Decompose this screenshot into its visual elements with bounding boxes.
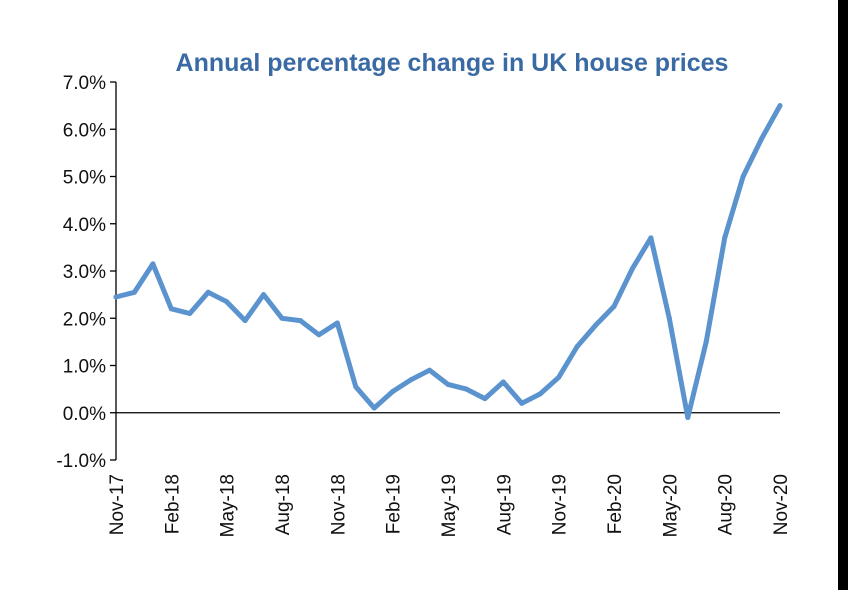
y-tick-label: 1.0%	[63, 357, 106, 378]
data-point	[113, 294, 119, 300]
data-point	[353, 384, 359, 390]
x-tick-label: Aug-18	[273, 474, 294, 535]
data-point	[205, 289, 211, 295]
y-tick-label: 3.0%	[63, 262, 106, 283]
chart-title: Annual percentage change in UK house pri…	[176, 49, 729, 77]
y-tick-label: 7.0%	[63, 73, 106, 94]
x-tick-label: Aug-20	[716, 474, 737, 535]
data-point	[224, 299, 230, 305]
x-axis: Nov-17 Feb-18 May-18 Aug-18 Nov-18 Feb-19 May-…	[107, 412, 792, 537]
x-tick-label: Nov-20	[771, 474, 792, 535]
data-point	[574, 344, 580, 350]
y-tick-label: 0.0%	[63, 404, 106, 425]
x-tick-label: Feb-20	[605, 474, 626, 534]
data-point	[759, 136, 765, 142]
data-point	[685, 414, 691, 420]
data-point	[648, 235, 654, 241]
data-point	[556, 374, 562, 380]
data-point	[371, 405, 377, 411]
data-point	[334, 320, 340, 326]
data-point	[242, 318, 248, 324]
x-tick-label: Nov-19	[550, 474, 571, 535]
data-point	[482, 396, 488, 402]
data-point	[537, 391, 543, 397]
data-point	[168, 306, 174, 312]
data-point	[408, 377, 414, 383]
data-point	[519, 400, 525, 406]
y-axis: -1.0% 0.0% 1.0% 2.0% 3.0% 4.0% 5.0% 6.0% 7.0%	[56, 73, 117, 472]
right-edge-bar	[838, 0, 848, 590]
data-point	[390, 388, 396, 394]
data-point	[261, 292, 267, 298]
y-tick-label: 6.0%	[63, 120, 106, 141]
data-point	[316, 332, 322, 338]
data-point	[740, 174, 746, 179]
x-tick-label: May-18	[218, 474, 239, 537]
x-tick-label: May-19	[439, 474, 460, 537]
series-line	[113, 103, 783, 420]
data-point	[463, 386, 469, 392]
data-point	[187, 311, 193, 317]
data-point	[445, 381, 451, 387]
data-point	[666, 315, 672, 321]
data-point	[500, 379, 506, 385]
data-point	[427, 367, 433, 373]
data-point	[722, 235, 728, 241]
y-tick-label: -1.0%	[56, 451, 106, 472]
y-tick-label: 2.0%	[63, 309, 106, 330]
y-tick-label: 5.0%	[63, 168, 106, 189]
data-point	[297, 318, 303, 324]
data-point	[703, 339, 709, 345]
data-point	[777, 103, 783, 109]
data-point	[611, 303, 617, 309]
x-tick-label: May-20	[660, 474, 681, 537]
data-point	[131, 289, 137, 295]
x-tick-label: Feb-18	[162, 474, 183, 534]
series-area	[113, 103, 783, 420]
data-point	[279, 315, 285, 321]
data-point	[629, 266, 635, 272]
data-point	[150, 261, 156, 267]
y-tick-label: 4.0%	[63, 215, 106, 236]
x-tick-label: Nov-18	[328, 474, 349, 535]
x-tick-label: Feb-19	[384, 474, 405, 534]
x-tick-label: Aug-19	[494, 474, 515, 535]
data-point	[593, 322, 599, 328]
x-tick-label: Nov-17	[107, 474, 128, 535]
